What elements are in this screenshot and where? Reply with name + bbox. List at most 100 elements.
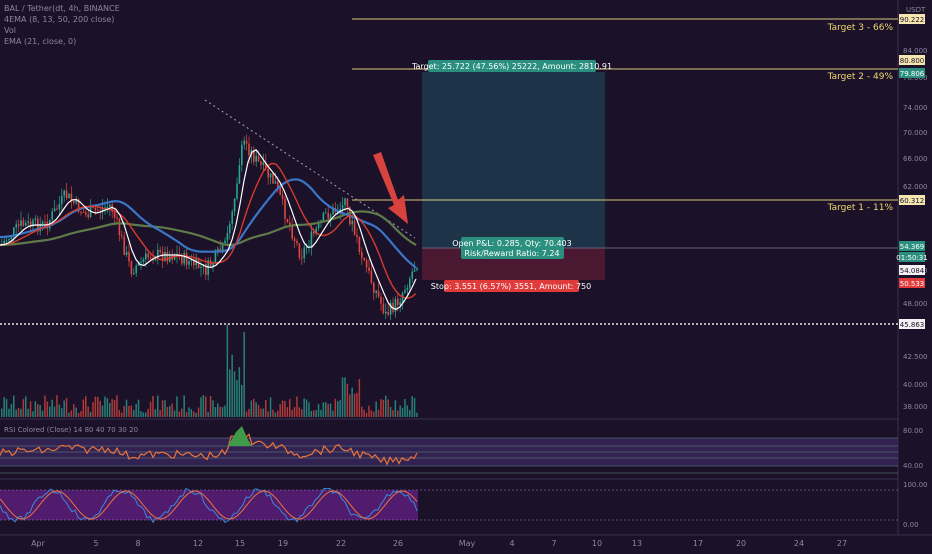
candle-body — [226, 233, 229, 241]
volume-bar — [61, 408, 63, 417]
stoch-tick-0: 0.00 — [903, 521, 919, 529]
candle-body — [133, 273, 135, 275]
volume-bar — [298, 407, 301, 417]
volume-bar — [205, 396, 207, 417]
volume-bar — [197, 407, 200, 417]
time-tick: May — [459, 539, 476, 548]
volume-bar — [341, 377, 344, 417]
volume-bar — [245, 411, 248, 417]
volume-bar — [269, 397, 272, 417]
volume-bar — [411, 396, 413, 417]
volume-bar — [89, 411, 92, 417]
volume-bar — [39, 405, 41, 417]
volume-bar — [135, 403, 137, 417]
candle-body — [262, 162, 265, 165]
profit-zone[interactable] — [422, 72, 605, 248]
time-tick: 10 — [592, 539, 602, 548]
volume-bar — [416, 412, 418, 417]
price-badge-label: 60.312 — [900, 197, 925, 205]
volume-bar — [358, 378, 361, 417]
time-tick: 20 — [736, 539, 746, 548]
candle-body — [65, 190, 68, 199]
volume-bar — [231, 354, 233, 417]
ema-legend[interactable]: 4EMA (8, 13, 50, 200 close) — [4, 15, 115, 24]
stoch-band — [0, 490, 418, 520]
candle-body — [61, 195, 63, 204]
symbol-title[interactable]: BAL / Tether(dt, 4h, BINANCE — [4, 4, 120, 13]
candle-body — [63, 190, 65, 196]
volume-bar — [37, 404, 39, 417]
ema21-legend[interactable]: EMA (21, close, 0) — [4, 37, 77, 46]
open-pnl-label: Open P&L: 0.285, Qty: 70.403 — [452, 239, 571, 248]
volume-bar — [365, 412, 368, 417]
volume-bar — [325, 402, 327, 417]
candle-body — [185, 252, 188, 265]
volume-bar — [80, 411, 82, 417]
volume-bar — [293, 406, 296, 417]
volume-bar — [250, 400, 253, 417]
price-tick: 62.000 — [903, 183, 928, 191]
volume-bar — [207, 411, 209, 417]
candle-body — [281, 194, 284, 199]
volume-bar — [202, 395, 205, 417]
candle-body — [361, 252, 363, 259]
candle-body — [154, 259, 157, 261]
stop-label-box[interactable] — [444, 280, 579, 292]
candle-body — [322, 212, 325, 221]
volume-legend[interactable]: Vol — [4, 26, 16, 35]
volume-bar — [101, 405, 104, 417]
price-badge-label: 50.533 — [900, 280, 925, 288]
volume-bar — [137, 399, 140, 417]
volume-bar — [10, 404, 13, 417]
time-axis[interactable]: Apr 5 8 12 15 19 22 26 May 4 7 10 13 17 20 24 27 — [31, 539, 847, 548]
volume-bar — [32, 411, 34, 417]
candle-body — [365, 260, 368, 268]
candle-body — [89, 207, 92, 218]
candle-body — [161, 251, 164, 261]
price-tick: 66.000 — [903, 155, 928, 163]
volume-bar — [121, 412, 123, 417]
candle-body — [32, 219, 34, 227]
volume-bar — [296, 396, 298, 417]
candle-body — [142, 259, 145, 262]
candle-body — [370, 270, 373, 283]
candle-body — [351, 221, 353, 225]
volume-bar — [142, 412, 145, 417]
candle-body — [25, 222, 27, 226]
price-badge-label: 01:50:31 — [896, 254, 927, 262]
candle-body — [27, 221, 29, 223]
price-axis[interactable]: 84.00078.00074.00070.00066.00062.00054.0… — [903, 47, 928, 411]
candle-body — [368, 267, 370, 271]
volume-bar — [229, 369, 231, 417]
volume-bar — [317, 404, 320, 417]
volume-bar — [241, 384, 243, 417]
volume-bar — [125, 399, 128, 417]
candle-body — [272, 173, 274, 184]
price-tick: 70.000 — [903, 129, 928, 137]
downtrend-line[interactable] — [204, 99, 416, 239]
price-badge — [899, 241, 925, 251]
red-arrow-icon[interactable] — [373, 152, 408, 224]
stoch-tick-100: 100.00 — [903, 481, 928, 489]
candle-body — [382, 303, 385, 314]
candle-body — [22, 220, 25, 226]
candle-body — [193, 259, 195, 266]
volume-bar — [140, 411, 142, 417]
candle-body — [221, 243, 224, 253]
candle-body — [248, 143, 250, 156]
time-tick: 22 — [336, 539, 346, 548]
volume-bar — [305, 399, 308, 417]
volume-bar — [224, 405, 226, 417]
candle-body — [106, 206, 109, 208]
target-label-box[interactable] — [428, 60, 596, 72]
volume-bar — [183, 395, 185, 417]
candle-body — [233, 198, 236, 212]
pnl-label-box[interactable] — [461, 237, 564, 259]
volume-bar — [128, 405, 130, 417]
stop-label: Stop: 3.551 (6.57%) 3551, Amount: 750 — [431, 282, 591, 291]
volume-bar — [334, 398, 337, 417]
price-badge-label: 79.806 — [900, 70, 925, 78]
volume-bar — [149, 401, 152, 417]
volume-bar — [353, 393, 356, 417]
